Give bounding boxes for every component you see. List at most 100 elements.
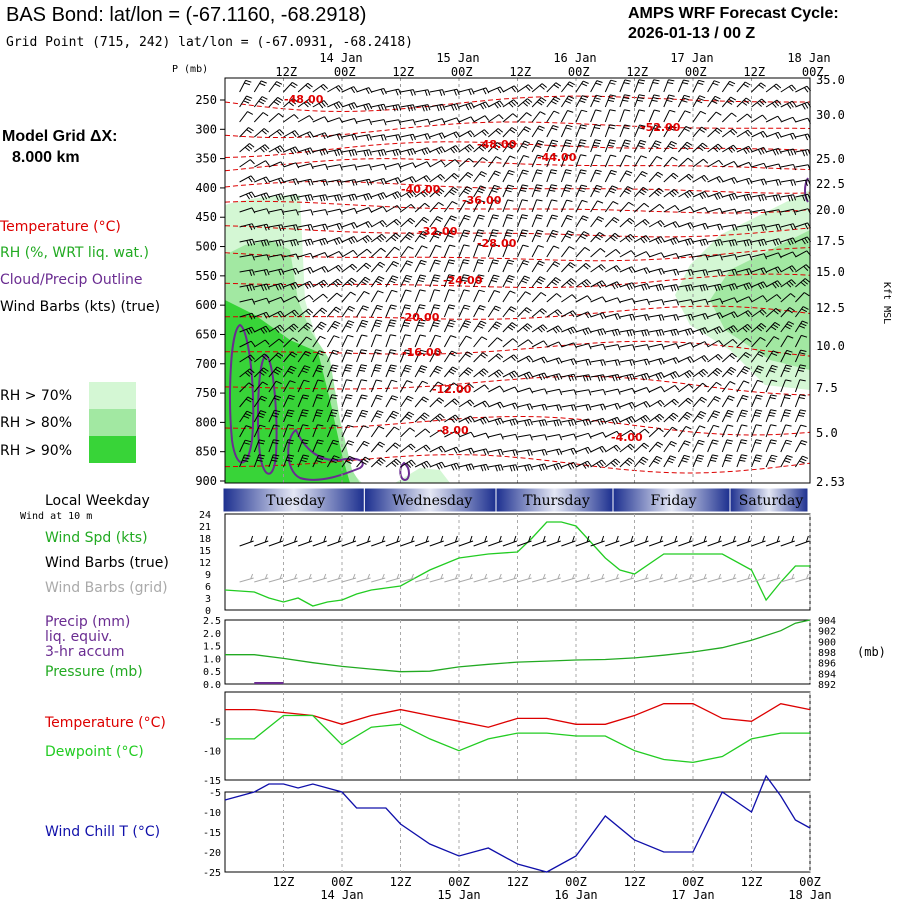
- wind-barb: [604, 109, 616, 123]
- wind-barb: [692, 158, 709, 168]
- wind-barb: [297, 365, 311, 378]
- wind-barb: [429, 274, 441, 288]
- wind-barb: [722, 268, 738, 276]
- wind-barb: [385, 177, 402, 185]
- wind-barb: [648, 386, 665, 393]
- wind-barb: [590, 231, 605, 243]
- wind-barb: [678, 342, 695, 349]
- wind-barb: [619, 373, 636, 382]
- wind-barb: [356, 178, 373, 186]
- wind-barb: [751, 194, 767, 202]
- wind-barb: [531, 340, 548, 348]
- wind-barb: [795, 236, 812, 245]
- wind-barb: [297, 308, 314, 318]
- wind-barb: [722, 208, 738, 215]
- wind-barb: [326, 349, 339, 363]
- grid-wind-barb: [736, 573, 752, 583]
- wind-barb: [283, 454, 295, 468]
- wind-barb: [722, 177, 738, 184]
- wind-barb: [400, 395, 414, 408]
- legend-wind-barbs-grid: Wind Barbs (grid): [45, 580, 168, 596]
- height-ticks: 35.0 30.0 25.0 22.5 20.0 17.5 15.0 12.5 10.0 7.5 5…: [816, 73, 845, 489]
- top-hour-label: 00Z: [802, 65, 824, 79]
- precip-tick: 0.5: [203, 667, 221, 678]
- wind-barb: [239, 326, 256, 335]
- surface-wind-barb: [561, 535, 576, 547]
- wind-barb: [590, 80, 603, 93]
- grid-wind-barb: [663, 573, 678, 583]
- wind-barb: [648, 155, 663, 168]
- wind-barb: [736, 454, 748, 468]
- wind-barb: [268, 310, 285, 318]
- wind-barb: [546, 229, 559, 243]
- wind-barb: [356, 234, 373, 244]
- wind-barb: [780, 132, 797, 140]
- wind-barb: [561, 358, 577, 366]
- wind-barb: [326, 455, 340, 468]
- wind-barb: [575, 389, 592, 396]
- wind-barb: [326, 379, 338, 393]
- wind-barb: [575, 80, 589, 93]
- wind-barb: [531, 356, 548, 364]
- wind-barb: [341, 164, 358, 171]
- wind-barb: [560, 95, 575, 108]
- legend-wind-speed: Wind Spd (kts): [45, 530, 148, 546]
- wind-barb: [312, 265, 329, 273]
- wind-barb: [590, 200, 604, 213]
- wind-barb: [736, 351, 751, 363]
- rh70-region-bottom: [395, 468, 450, 483]
- wind-barb: [561, 310, 577, 318]
- wind-barb: [370, 261, 386, 273]
- wind-barb: [546, 261, 561, 273]
- surface-wind-barb: [297, 535, 313, 547]
- wind-barb: [356, 290, 370, 303]
- wind-barb: [765, 294, 782, 303]
- wind-barb: [400, 349, 412, 363]
- wind-barb: [736, 439, 748, 453]
- wind-barb: [634, 372, 651, 381]
- rh80-swatch: [89, 409, 136, 436]
- wind-barb: [312, 223, 329, 231]
- wind-barb: [371, 206, 387, 213]
- wind-barb: [356, 118, 373, 125]
- temperature-line: [225, 703, 811, 728]
- wind-barb: [751, 394, 763, 408]
- wind-barb: [341, 263, 358, 273]
- wind-barb: [385, 88, 402, 96]
- wind-barb: [692, 95, 706, 108]
- wind-barb: [341, 193, 358, 202]
- wind-barb: [458, 351, 473, 363]
- wind-barb: [385, 395, 399, 408]
- wind-barb: [487, 156, 502, 168]
- wind-barb: [590, 169, 602, 183]
- surface-wind-barb: [473, 535, 488, 547]
- model-grid-value: 8.000 km: [12, 149, 80, 166]
- wind-barb: [283, 98, 299, 108]
- wind-barb: [458, 274, 470, 288]
- wind-barb: [253, 454, 265, 468]
- cloud-outline-3: [287, 428, 364, 481]
- wind-barb: [751, 209, 767, 216]
- wind-barb: [414, 349, 427, 363]
- wind-barb: [283, 281, 300, 290]
- grid-wind-barb: [678, 573, 693, 583]
- pressure-tick-label: 300: [195, 122, 217, 136]
- wind-barb: [443, 201, 458, 213]
- surface-wind-barb: [751, 535, 766, 547]
- wind-barb: [385, 260, 400, 273]
- wind-barb: [444, 186, 459, 198]
- wind-barb: [312, 394, 324, 408]
- wind-barb: [765, 280, 782, 289]
- wind-barb: [590, 264, 606, 273]
- wind-barb: [444, 173, 460, 183]
- wind-barb: [560, 184, 573, 198]
- bottom-hour-label: 12Z: [741, 875, 763, 889]
- wind-barb: [400, 411, 415, 423]
- wind-speed-tick: 18: [199, 534, 211, 545]
- pressure-tick-label: 650: [195, 327, 217, 341]
- wind-barb: [736, 239, 753, 247]
- wind-barb: [736, 177, 753, 185]
- wind-barb: [385, 442, 401, 453]
- wind-barb: [443, 215, 457, 228]
